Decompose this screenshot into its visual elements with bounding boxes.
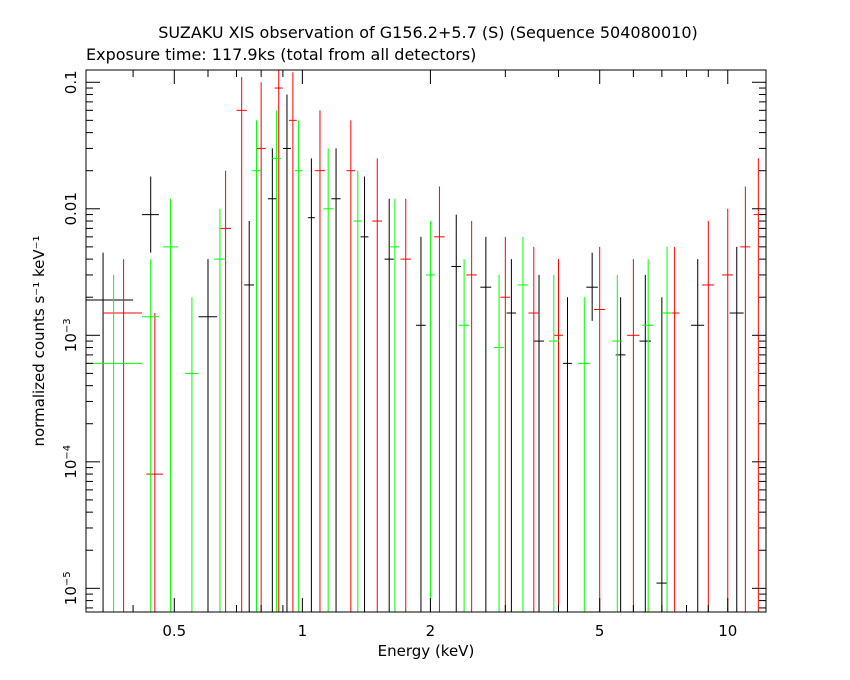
y-tick-label: 10−5 (62, 571, 80, 605)
series-0 (86, 94, 744, 612)
x-axis-label: Energy (keV) (378, 642, 475, 660)
x-tick-label: 2 (426, 622, 436, 640)
data-point (553, 259, 564, 612)
y-tick-label: 10−3 (62, 318, 80, 352)
data-point (331, 148, 341, 612)
data-point (272, 110, 281, 612)
data-point (282, 94, 291, 612)
data-point (702, 221, 715, 612)
series-1 (103, 70, 763, 612)
data-point (500, 236, 511, 612)
data-point (142, 176, 159, 253)
data-point (103, 259, 143, 612)
series-layer (86, 70, 763, 612)
data-point (517, 236, 529, 612)
data-point (740, 186, 751, 612)
data-point (729, 246, 744, 612)
data-point (185, 297, 199, 612)
data-point (244, 221, 255, 612)
data-point (586, 252, 598, 321)
data-point (400, 198, 411, 612)
data-point (288, 72, 297, 612)
data-point (346, 120, 356, 612)
data-point (451, 214, 462, 612)
y-tick-label: 10−4 (62, 445, 80, 479)
data-point (214, 208, 226, 612)
data-point (642, 259, 654, 612)
y-tick-label: 0.1 (62, 70, 80, 94)
data-point (86, 274, 143, 612)
data-point (198, 259, 218, 612)
data-point (360, 176, 369, 612)
data-point (669, 246, 680, 612)
ticks-layer: 0.5 1 2 5 10 0.1 0.01 10−3 10−4 10−5 (62, 70, 766, 640)
data-point (323, 148, 333, 612)
data-point (533, 274, 545, 612)
data-point (267, 148, 277, 612)
data-point (493, 274, 505, 612)
y-axis-label: normalized counts s⁻¹ keV⁻¹ (30, 235, 48, 446)
data-point (528, 246, 540, 612)
chart-subtitle: Exposure time: 117.9ks (total from all d… (86, 45, 476, 64)
data-point (549, 274, 559, 612)
data-point (480, 236, 492, 612)
y-tick-label: 0.01 (62, 192, 80, 225)
data-point (314, 110, 325, 612)
data-point (434, 186, 445, 612)
x-tick-label: 5 (595, 622, 605, 640)
data-point (578, 297, 591, 612)
plot-frame (85, 69, 767, 613)
data-point (722, 208, 734, 612)
data-point (639, 274, 651, 612)
data-point (294, 120, 303, 612)
data-point (219, 170, 232, 612)
data-point (86, 252, 134, 612)
x-tick-label: 10 (718, 622, 737, 640)
data-point (162, 198, 178, 612)
data-point (416, 236, 426, 612)
chart-title: SUZAKU XIS observation of G156.2+5.7 (S)… (158, 23, 697, 42)
x-tick-label: 0.5 (162, 622, 186, 640)
data-point (612, 274, 623, 612)
data-point (563, 297, 572, 612)
data-point (251, 120, 262, 612)
data-point (353, 170, 362, 612)
data-point (425, 221, 435, 612)
data-point (372, 158, 383, 612)
data-point (236, 77, 247, 612)
series-2 (86, 110, 673, 612)
data-point (466, 221, 477, 612)
data-point (390, 198, 400, 612)
data-point (594, 246, 606, 612)
data-point (691, 259, 705, 612)
data-point (256, 82, 266, 612)
data-point (506, 259, 517, 612)
data-point (384, 198, 394, 612)
data-point (142, 259, 159, 612)
data-point (661, 246, 673, 612)
data-point (627, 259, 640, 612)
x-tick-label: 1 (298, 622, 308, 640)
data-point (458, 259, 470, 612)
data-point (656, 297, 668, 612)
data-point (146, 313, 163, 612)
data-point (274, 70, 283, 612)
data-point (307, 158, 315, 612)
